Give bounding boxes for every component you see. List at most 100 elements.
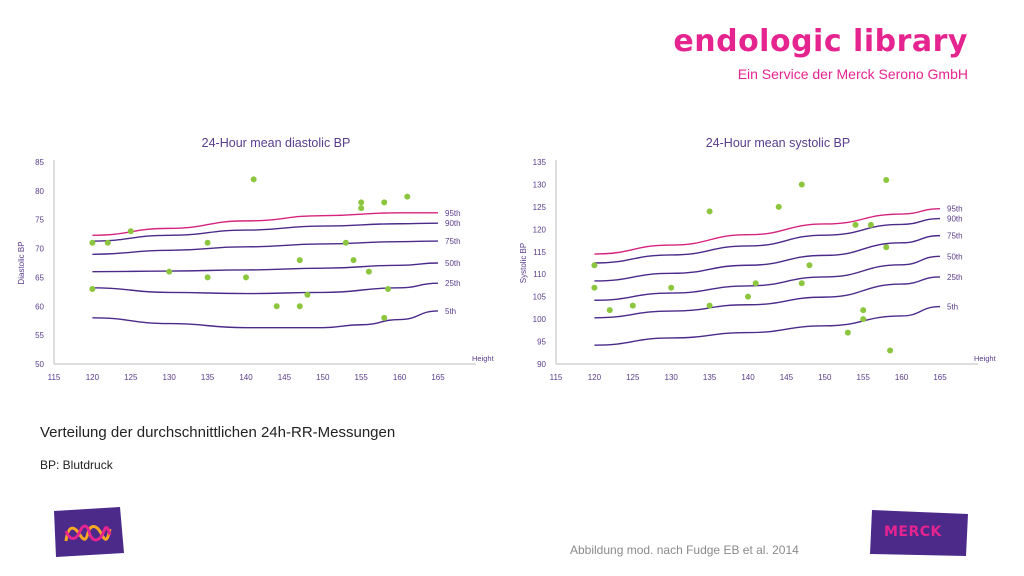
data-point	[250, 176, 257, 183]
percentile-label-25th: 25th	[445, 279, 461, 288]
y-tick-label: 80	[35, 187, 44, 196]
data-point	[867, 221, 874, 228]
brand-subtitle: Ein Service der Merck Serono GmbH	[737, 66, 968, 82]
source-citation: Abbildung mod. nach Fudge EB et al. 2014	[570, 543, 799, 557]
data-point	[358, 199, 365, 206]
data-point	[89, 239, 96, 246]
percentile-curve-90th	[92, 222, 439, 242]
x-tick-label: 165	[431, 373, 445, 382]
percentile-label-50th: 50th	[445, 259, 461, 268]
percentile-label-5th: 5th	[445, 307, 456, 316]
data-point	[385, 285, 392, 292]
x-tick-label: 130	[163, 373, 177, 382]
data-point	[806, 262, 813, 269]
x-tick-label: 135	[201, 373, 215, 382]
x-tick-label: 125	[124, 373, 138, 382]
y-tick-label: 105	[533, 293, 547, 302]
x-tick-label: 120	[588, 373, 602, 382]
percentile-curve-95th	[594, 207, 941, 255]
y-tick-label: 115	[533, 248, 546, 257]
data-point	[887, 347, 894, 354]
data-point	[358, 205, 365, 212]
x-tick-label: 155	[355, 373, 369, 382]
data-point	[883, 244, 890, 251]
y-tick-label: 125	[533, 203, 547, 212]
percentile-curve-75th	[594, 234, 941, 282]
data-point	[591, 262, 598, 269]
data-point	[381, 199, 388, 206]
data-point	[381, 314, 388, 321]
data-point	[273, 303, 280, 310]
diastolic-bp-chart: 24-Hour mean diastolic BP 50 55 60 65 70 75 80 8…	[17, 136, 495, 382]
percentile-curve-25th	[92, 282, 439, 295]
merck-logo-text: MERCK	[884, 524, 942, 540]
y-tick-label: 60	[35, 302, 44, 311]
percentile-label-90th: 90th	[445, 219, 461, 228]
systolic-bp-chart: 24-Hour mean systolic BP 90 95 100 105 110 115…	[519, 136, 997, 382]
x-tick-label: 125	[626, 373, 640, 382]
y-tick-label: 95	[537, 338, 546, 347]
x-tick-label: 140	[239, 373, 253, 382]
chart-title: 24-Hour mean diastolic BP	[202, 136, 351, 150]
data-point	[365, 268, 372, 275]
data-point	[798, 280, 805, 287]
data-point	[296, 257, 303, 264]
data-point	[342, 239, 349, 246]
y-tick-label: 55	[35, 331, 44, 340]
data-point	[745, 293, 751, 300]
data-point	[606, 307, 613, 314]
percentile-label-90th: 90th	[947, 215, 963, 224]
percentile-label-5th: 5th	[947, 303, 958, 312]
percentile-curve-5th	[594, 305, 941, 346]
x-tick-label: 150	[316, 373, 330, 382]
percentile-label-25th: 25th	[947, 273, 963, 282]
data-point	[883, 176, 890, 183]
data-point	[852, 221, 859, 228]
x-tick-label: 115	[550, 373, 563, 382]
data-point	[89, 285, 96, 292]
data-point	[860, 307, 867, 314]
y-tick-label: 100	[533, 315, 547, 324]
x-tick-label: 155	[857, 373, 871, 382]
x-tick-label: 115	[48, 373, 61, 382]
y-tick-label: 135	[533, 158, 547, 167]
y-tick-label: 120	[533, 225, 547, 234]
x-tick-label: 140	[741, 373, 755, 382]
y-tick-label: 70	[35, 245, 44, 254]
x-tick-label: 160	[895, 373, 909, 382]
x-tick-label: 120	[86, 373, 100, 382]
x-tick-label: 160	[393, 373, 407, 382]
percentile-curve-50th	[594, 255, 941, 301]
merck-m-logo	[54, 507, 124, 557]
percentile-curve-90th	[594, 217, 941, 264]
y-axis-label: Diastolic BP	[17, 241, 26, 284]
y-axis-label: Systolic BP	[519, 243, 528, 283]
y-tick-label: 85	[35, 158, 44, 167]
data-point	[844, 329, 851, 336]
y-tick-label: 50	[35, 360, 44, 369]
x-tick-label: 135	[703, 373, 717, 382]
abbreviation-note: BP: Blutdruck	[40, 458, 113, 472]
y-tick-label: 90	[537, 360, 546, 369]
data-point	[798, 181, 805, 188]
x-tick-label: 130	[665, 373, 679, 382]
data-point	[706, 208, 713, 215]
x-tick-label: 145	[278, 373, 292, 382]
data-point	[104, 239, 111, 246]
percentile-curve-75th	[92, 240, 439, 256]
percentile-label-95th: 95th	[445, 209, 461, 218]
percentile-curve-95th	[92, 212, 438, 236]
data-point	[591, 284, 598, 291]
percentile-curve-5th	[92, 310, 439, 329]
data-point	[775, 203, 782, 210]
data-point	[304, 291, 311, 298]
x-tick-label: 165	[933, 373, 947, 382]
percentile-curve-50th	[92, 262, 439, 273]
y-tick-label: 75	[35, 216, 44, 225]
percentile-label-50th: 50th	[947, 252, 963, 261]
chart-title: 24-Hour mean systolic BP	[706, 136, 851, 150]
brand-title: endologic library	[673, 24, 968, 59]
data-point	[204, 274, 211, 281]
data-point	[166, 268, 173, 275]
data-point	[127, 228, 134, 235]
